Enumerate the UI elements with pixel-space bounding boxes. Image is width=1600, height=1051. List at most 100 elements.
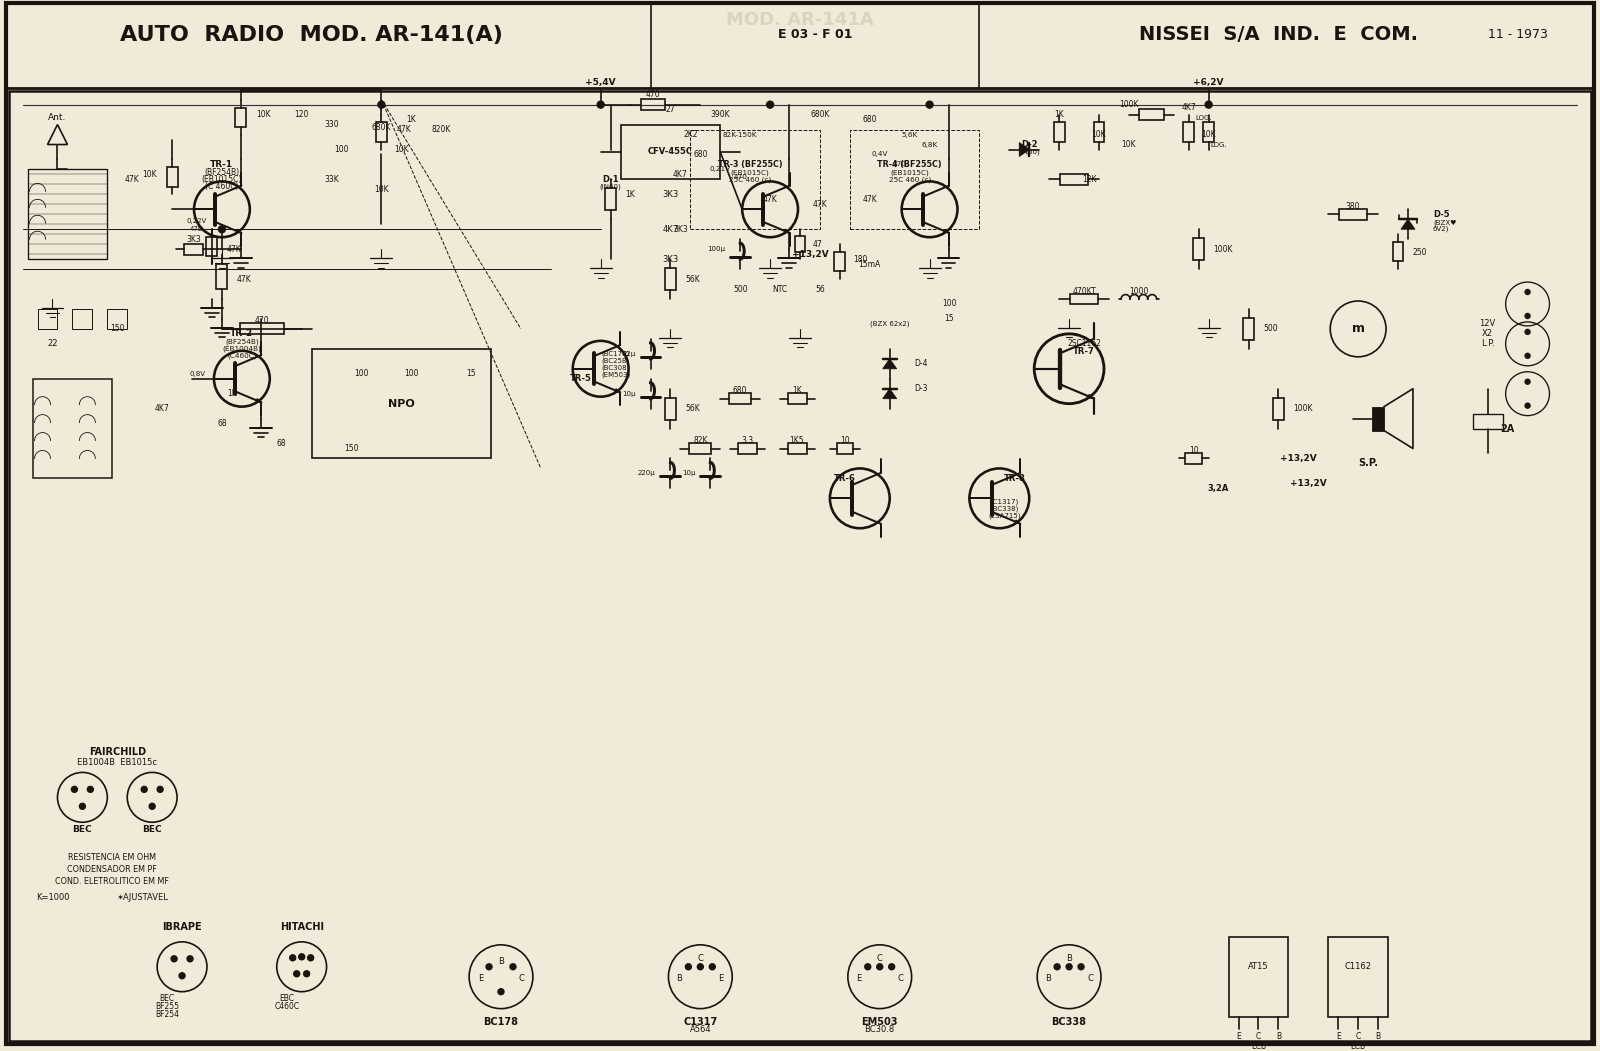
Text: 27: 27: [666, 105, 675, 115]
Text: E: E: [478, 974, 483, 984]
Circle shape: [864, 964, 870, 970]
Polygon shape: [1019, 143, 1029, 157]
Text: 100K: 100K: [1293, 405, 1314, 413]
Bar: [1093, 123, 1104, 142]
Text: TR-2: TR-2: [230, 329, 253, 338]
Circle shape: [486, 964, 493, 970]
Text: 2K2: 2K2: [683, 130, 698, 139]
Text: 5,6K: 5,6K: [901, 131, 918, 138]
Text: 11 - 1973: 11 - 1973: [1488, 28, 1547, 41]
Text: 22μ: 22μ: [622, 351, 635, 357]
Text: C: C: [1355, 1032, 1360, 1042]
Circle shape: [290, 954, 296, 961]
Circle shape: [888, 964, 894, 970]
Text: BEC: BEC: [142, 825, 162, 833]
Text: 4K7: 4K7: [1181, 103, 1197, 112]
Circle shape: [498, 989, 504, 994]
Bar: [666, 268, 675, 290]
Text: m: m: [1352, 323, 1365, 335]
Text: 47K: 47K: [813, 200, 827, 209]
Text: 1K: 1K: [406, 116, 416, 124]
Text: 15: 15: [466, 369, 475, 378]
Text: IBRAPE: IBRAPE: [162, 922, 202, 932]
Text: BC178: BC178: [483, 1016, 518, 1027]
Bar: [690, 444, 712, 454]
Text: 47K: 47K: [125, 174, 139, 184]
Text: D-4: D-4: [915, 359, 928, 368]
Text: 10K: 10K: [1202, 130, 1216, 139]
Text: 47K: 47K: [763, 194, 778, 204]
Bar: [1373, 407, 1384, 431]
Text: CFV-455C: CFV-455C: [648, 147, 693, 157]
Text: TR-6: TR-6: [834, 474, 856, 482]
Circle shape: [1205, 101, 1213, 108]
Text: ✶AJUSTAVEL: ✶AJUSTAVEL: [117, 892, 168, 902]
Text: TR-3 (BF255C): TR-3 (BF255C): [718, 160, 782, 169]
Text: 220μ: 220μ: [638, 471, 656, 476]
Text: 47K: 47K: [227, 245, 242, 253]
Text: LOG.: LOG.: [1195, 115, 1211, 121]
Circle shape: [926, 101, 933, 108]
Polygon shape: [883, 389, 896, 398]
Text: A564: A564: [690, 1025, 710, 1034]
Text: 470: 470: [893, 162, 907, 167]
Text: C1162: C1162: [1344, 963, 1371, 971]
Text: 1K: 1K: [792, 386, 802, 395]
Text: E 03 - F 01: E 03 - F 01: [778, 28, 853, 41]
Text: 10K: 10K: [1091, 130, 1106, 139]
Text: BEC: BEC: [72, 825, 93, 833]
Circle shape: [1525, 289, 1530, 294]
Text: 56K: 56K: [685, 274, 701, 284]
Text: (EB1015C): (EB1015C): [890, 169, 930, 176]
Text: NISSEI  S/A  IND.  E  COM.: NISSEI S/A IND. E COM.: [1139, 25, 1418, 44]
Text: (EB1015C): (EB1015C): [202, 174, 242, 184]
Text: 3K3: 3K3: [662, 254, 678, 264]
Text: 82K-150K: 82K-150K: [723, 131, 757, 138]
Bar: [184, 244, 203, 254]
Text: EM503: EM503: [861, 1016, 898, 1027]
Text: FAIRCHILD: FAIRCHILD: [88, 747, 146, 758]
Circle shape: [157, 786, 163, 792]
Text: 100: 100: [334, 145, 349, 154]
Text: 820K: 820K: [432, 125, 451, 135]
Bar: [166, 167, 178, 186]
Text: 15: 15: [944, 314, 954, 324]
Text: 4K7: 4K7: [674, 170, 688, 179]
Text: CONDENSADOR EM PF: CONDENSADOR EM PF: [67, 865, 157, 873]
Text: (BC178): (BC178): [602, 351, 630, 357]
Text: 500: 500: [733, 285, 747, 293]
Bar: [1328, 936, 1389, 1016]
Text: ECB: ECB: [1350, 1042, 1366, 1051]
Text: 680K: 680K: [371, 123, 390, 132]
Text: B: B: [1066, 954, 1072, 964]
Bar: [1184, 123, 1194, 142]
Text: (C460C): (C460C): [227, 352, 256, 359]
Text: C: C: [698, 954, 704, 964]
Bar: [72, 309, 93, 329]
Bar: [1139, 109, 1163, 120]
Bar: [850, 129, 979, 229]
Text: +13,2V: +13,2V: [1280, 454, 1317, 463]
Text: (BF254B): (BF254B): [226, 338, 259, 345]
Circle shape: [1525, 313, 1530, 318]
Bar: [666, 397, 675, 419]
Text: TR-8: TR-8: [1003, 474, 1026, 482]
Circle shape: [1066, 964, 1072, 970]
Text: (C 460C): (C 460C): [205, 182, 238, 191]
Circle shape: [141, 786, 147, 792]
Text: C: C: [898, 974, 904, 984]
Circle shape: [766, 101, 773, 108]
Text: 3,2A: 3,2A: [1208, 483, 1229, 493]
Bar: [640, 99, 666, 110]
Text: 68: 68: [277, 439, 286, 448]
Text: 4K7: 4K7: [155, 405, 170, 413]
Text: 3,3: 3,3: [741, 436, 754, 445]
Text: ECB: ECB: [1251, 1042, 1266, 1051]
Text: TR-5: TR-5: [570, 374, 592, 384]
Text: 10K: 10K: [1122, 140, 1136, 149]
Text: +6,2V: +6,2V: [1194, 78, 1224, 87]
Text: 10μ: 10μ: [682, 471, 696, 476]
Text: B: B: [677, 974, 682, 984]
Bar: [1194, 239, 1205, 261]
Bar: [787, 444, 806, 454]
